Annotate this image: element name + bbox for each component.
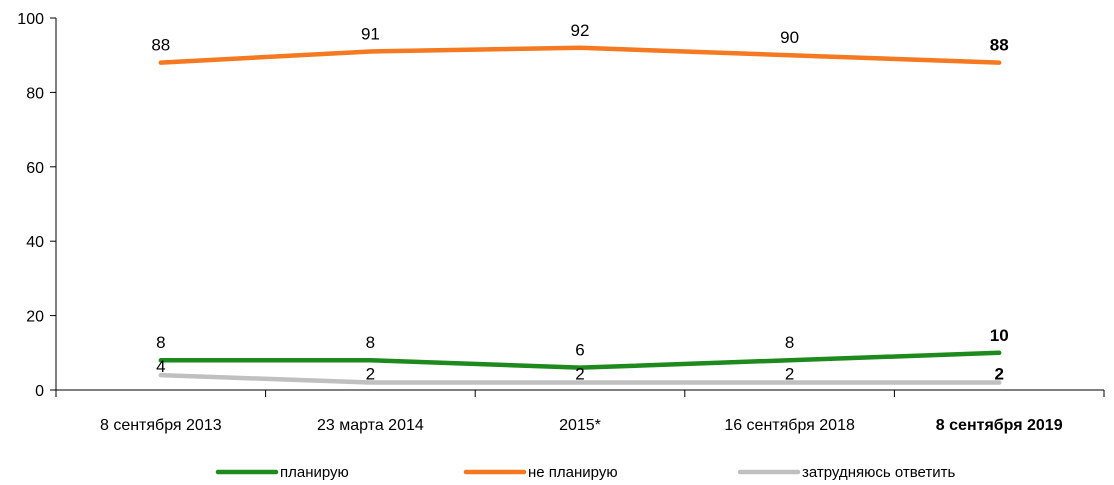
x-tick-label: 16 сентября 2018 xyxy=(724,417,855,434)
x-axis-ticks: 8 сентября 2013 23 марта 2014 2015* 16 сент… xyxy=(55,390,1105,434)
data-label: 92 xyxy=(571,21,590,40)
y-axis-ticks: 0 20 40 60 80 100 xyxy=(17,11,56,400)
series-line-0 xyxy=(158,350,1002,370)
y-tick-label: 80 xyxy=(26,85,44,102)
data-label: 6 xyxy=(575,341,584,360)
y-tick-label: 60 xyxy=(26,160,44,177)
data-label: 10 xyxy=(990,326,1009,345)
data-label: 2 xyxy=(366,365,375,384)
y-tick-label: 20 xyxy=(26,309,44,326)
series-line-1 xyxy=(158,45,1002,65)
data-label: 8 xyxy=(366,333,375,352)
axes xyxy=(55,18,1104,391)
data-label: 2 xyxy=(575,365,584,384)
x-tick-label: 8 сентября 2019 xyxy=(936,417,1063,434)
x-tick-label: 2015* xyxy=(559,417,601,434)
data-label: 2 xyxy=(994,365,1003,384)
data-label: 88 xyxy=(990,36,1009,55)
legend-label: не планирую xyxy=(528,464,618,481)
data-label: 8 xyxy=(785,333,794,352)
x-tick-label: 8 сентября 2013 xyxy=(100,417,222,434)
y-tick-label: 0 xyxy=(35,383,44,400)
data-label: 2 xyxy=(785,365,794,384)
x-tick-label: 23 марта 2014 xyxy=(317,417,424,434)
series-line-2 xyxy=(158,372,1002,385)
y-tick-label: 40 xyxy=(26,234,44,251)
y-tick-label: 100 xyxy=(17,11,44,28)
data-label: 88 xyxy=(151,36,170,55)
data-label: 8 xyxy=(156,333,165,352)
legend: планирую не планирую затрудняюсь ответить xyxy=(215,464,955,481)
series-lines xyxy=(158,45,1002,385)
data-label: 91 xyxy=(361,24,380,43)
legend-label: затрудняюсь ответить xyxy=(802,464,955,481)
data-label: 4 xyxy=(156,357,165,376)
data-label: 90 xyxy=(780,28,799,47)
legend-label: планирую xyxy=(280,464,349,481)
